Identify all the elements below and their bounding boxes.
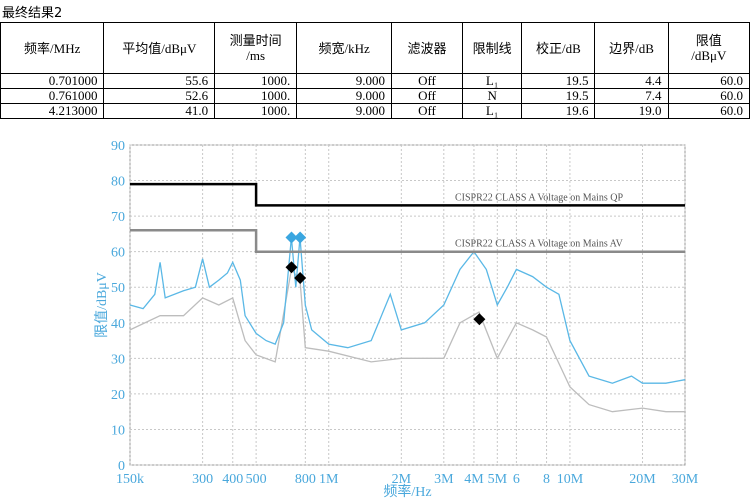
y-tick-label: 80 <box>111 175 125 190</box>
table-cell: L₁ <box>461 103 523 119</box>
table-cell: 4.213000 <box>0 103 105 119</box>
y-tick-label: 40 <box>111 317 125 332</box>
table-cell: 60.0 <box>667 103 750 119</box>
x-tick-label: 500 <box>246 472 267 487</box>
x-tick-label: 20M <box>629 472 656 487</box>
table-row: 0.701000 55.6 1000. 9.000 Off L₁ 19.5 4.4 60.0 <box>0 73 750 89</box>
limit-label: CISPR22 CLASS A Voltage on Mains AV <box>455 239 624 250</box>
limit-label: CISPR22 CLASS A Voltage on Mains QP <box>455 192 623 203</box>
table-cell: Off <box>391 103 463 119</box>
trace <box>130 182 685 207</box>
x-tick-label: 800 <box>295 472 316 487</box>
trace <box>129 267 685 413</box>
y-tick-label: 60 <box>111 246 125 261</box>
table-cell: 1000. <box>214 88 298 104</box>
marker <box>285 261 298 274</box>
y-tick-label: 50 <box>111 281 125 296</box>
x-tick-label: 400 <box>222 472 243 487</box>
y-tick-label: 90 <box>111 139 125 154</box>
x-tick-label: 4M <box>464 472 484 487</box>
x-tick-label: 8 <box>543 472 550 487</box>
trace <box>130 229 685 253</box>
plot-area <box>129 144 686 466</box>
table-cell: 1000. <box>214 103 298 119</box>
header-cell: 测量时间 /ms <box>214 22 298 74</box>
table-cell: 19.6 <box>521 103 596 119</box>
header-cell: 频率/MHz <box>0 22 105 74</box>
table-cell: 0.761000 <box>0 88 105 104</box>
x-tick-label: 1M <box>319 472 339 487</box>
header-cell: 平均值/dBμV <box>103 22 216 74</box>
table-row: 4.213000 41.0 1000. 9.000 Off L₁ 19.6 19.0 60.0 <box>0 103 750 119</box>
x-tick-label: 5M <box>488 472 508 487</box>
table-cell: 41.0 <box>103 103 216 119</box>
marker <box>473 313 486 326</box>
y-axis-label: 限值/dBμV <box>94 272 110 338</box>
marker <box>294 271 307 284</box>
y-tick-label: 0 <box>118 459 125 474</box>
table-cell: 4.4 <box>594 73 669 89</box>
header-row: 频率/MHz 平均值/dBμV 测量时间 /ms 频宽/kHz 滤波器 限制线 校正/dB 边… <box>0 22 750 74</box>
header-cell: 校正/dB <box>521 22 596 74</box>
results-table: 频率/MHz 平均值/dBμV 测量时间 /ms 频宽/kHz 滤波器 限制线 校正/dB 边… <box>0 22 750 119</box>
trace <box>129 237 686 384</box>
marker <box>285 231 298 244</box>
table-cell: 60.0 <box>667 73 750 89</box>
marker <box>294 231 307 244</box>
table-body: 0.701000 55.6 1000. 9.000 Off L₁ 19.5 4.4 60.0 0.… <box>0 73 750 119</box>
y-tick-label: 20 <box>111 388 125 403</box>
table-cell: 9.000 <box>296 103 392 119</box>
x-tick-label: 300 <box>192 472 213 487</box>
x-tick-label: 30M <box>672 472 699 487</box>
x-axis-label: 频率/Hz <box>383 483 431 500</box>
x-tick-label: 150k <box>116 472 144 487</box>
y-tick-label: 30 <box>111 352 125 367</box>
x-tick-label: 10M <box>557 472 584 487</box>
table-cell: 19.0 <box>594 103 669 119</box>
x-tick-label: 2M <box>392 472 412 487</box>
y-tick-label: 70 <box>111 210 125 225</box>
y-tick-label: 10 <box>111 423 125 438</box>
header-cell: 限制线 <box>461 22 523 74</box>
table-cell: Off <box>391 88 463 104</box>
x-tick-label: 3M <box>434 472 454 487</box>
header-cell: 滤波器 <box>391 22 463 74</box>
page-title: 最终结果2 <box>2 6 63 21</box>
x-tick-label: 6 <box>513 472 520 487</box>
header-cell: 限值 /dBμV <box>667 22 750 74</box>
